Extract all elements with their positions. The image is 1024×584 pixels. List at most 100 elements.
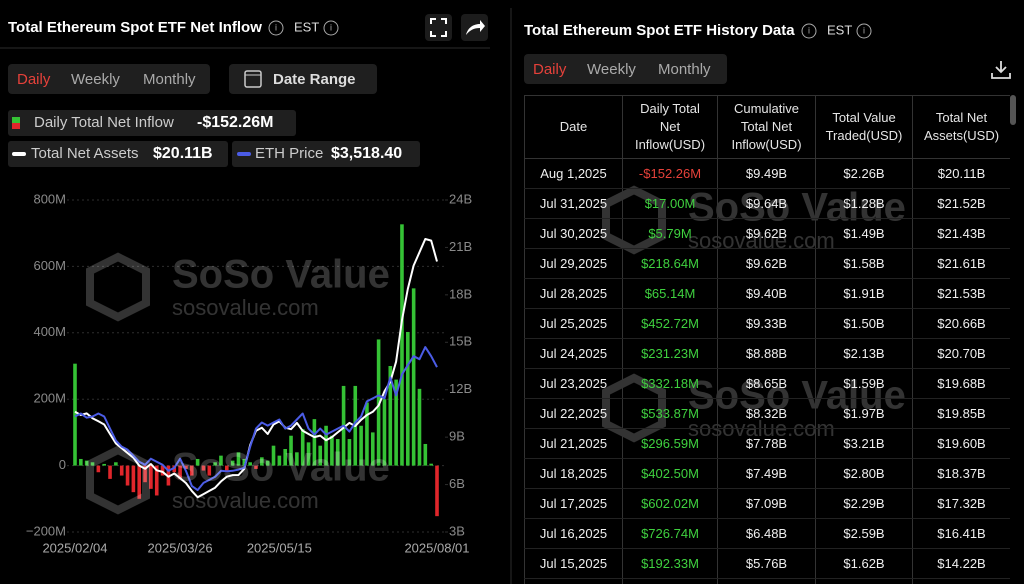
date-cell: Jul 14,2025 bbox=[524, 578, 623, 584]
value-cell: $1.91B bbox=[815, 278, 913, 309]
tab[interactable]: Weekly bbox=[587, 61, 636, 78]
value-cell: $1.50B bbox=[815, 308, 913, 339]
info-icon[interactable] bbox=[268, 20, 284, 36]
watermark-brand: SoSo Value bbox=[172, 446, 390, 490]
info-icon[interactable] bbox=[856, 23, 872, 39]
timezone[interactable]: EST bbox=[294, 19, 319, 34]
panel-title: Total Ethereum Spot ETF Net Inflow bbox=[8, 19, 262, 36]
column-header: Cumulative Total Net Inflow(USD) bbox=[717, 95, 816, 159]
value-cell: $20.70B bbox=[912, 338, 1010, 369]
value-cell: $2.26B bbox=[815, 158, 913, 189]
bar bbox=[265, 460, 270, 466]
tab[interactable]: Monthly bbox=[658, 61, 711, 78]
date-cell: Aug 1,2025 bbox=[524, 158, 623, 189]
watermark-logo bbox=[86, 445, 150, 515]
value-cell: $17.00M bbox=[622, 188, 718, 219]
y2-tick-label: 6B bbox=[449, 476, 465, 491]
value-cell: $192.33M bbox=[622, 548, 718, 579]
value-cell: -$152.26M bbox=[622, 158, 718, 189]
value-cell: $1.97B bbox=[815, 398, 913, 429]
bar bbox=[400, 224, 404, 466]
tab-active[interactable]: Daily bbox=[533, 61, 567, 78]
bar bbox=[394, 379, 398, 466]
y2-tick-label: 18B bbox=[449, 286, 472, 301]
date-cell: Jul 24,2025 bbox=[524, 338, 623, 369]
bar bbox=[330, 435, 334, 466]
date-cell: Jul 17,2025 bbox=[524, 488, 623, 519]
calendar-icon bbox=[244, 70, 262, 88]
value-cell: $5.56B bbox=[717, 578, 816, 584]
download-icon[interactable] bbox=[991, 61, 1011, 79]
date-cell: Jul 28,2025 bbox=[524, 278, 623, 309]
y-tick-label: 800M bbox=[33, 191, 66, 206]
info-icon[interactable] bbox=[801, 23, 817, 39]
panel-title: Total Ethereum Spot ETF History Data bbox=[524, 22, 795, 39]
value-cell: $231.23M bbox=[622, 338, 718, 369]
info-icon[interactable] bbox=[323, 20, 339, 36]
table-row: Jul 24,2025 $231.23M $8.88B $2.13B $20.70B bbox=[524, 338, 1010, 369]
legend-label[interactable]: Daily Total Net Inflow bbox=[34, 114, 174, 131]
bar bbox=[195, 458, 200, 466]
tab[interactable]: Monthly bbox=[143, 71, 196, 88]
bar bbox=[119, 465, 124, 476]
value-cell: $452.72M bbox=[622, 308, 718, 339]
y2-tick-label: 3B bbox=[449, 523, 465, 538]
legend-value: $3,518.40 bbox=[331, 145, 402, 162]
y-tick-label: 0 bbox=[59, 457, 66, 472]
bar bbox=[131, 465, 136, 493]
value-cell: $21.61B bbox=[912, 248, 1010, 279]
bar bbox=[423, 443, 428, 466]
bar bbox=[271, 445, 276, 466]
bar bbox=[79, 458, 83, 466]
bar bbox=[236, 452, 241, 466]
date-cell: Jul 16,2025 bbox=[524, 518, 623, 549]
bar bbox=[295, 452, 299, 466]
value-cell: $19.68B bbox=[912, 368, 1010, 399]
bar bbox=[312, 419, 317, 466]
bar bbox=[137, 465, 142, 499]
tab-active[interactable]: Daily bbox=[17, 71, 51, 88]
table-row: Jul 15,2025 $192.33M $5.76B $1.62B $14.22B bbox=[524, 548, 1010, 579]
bar bbox=[149, 465, 153, 489]
legend-label[interactable]: ETH Price bbox=[255, 145, 323, 162]
legend-label[interactable]: Total Net Assets bbox=[31, 145, 139, 162]
y-tick-label: −200M bbox=[26, 523, 66, 538]
date-cell: Jul 22,2025 bbox=[524, 398, 623, 429]
value-cell: $21.43B bbox=[912, 218, 1010, 249]
date-range-button[interactable] bbox=[229, 64, 377, 94]
bar bbox=[108, 465, 112, 479]
scrollbar[interactable] bbox=[1010, 95, 1016, 125]
value-cell: $9.64B bbox=[717, 188, 816, 219]
date-cell: Jul 21,2025 bbox=[524, 428, 623, 459]
value-cell: $18.37B bbox=[912, 458, 1010, 489]
timezone[interactable]: EST bbox=[827, 22, 852, 37]
value-cell: $296.59M bbox=[622, 428, 718, 459]
value-cell: $19.60B bbox=[912, 428, 1010, 459]
legend-swatch bbox=[12, 117, 20, 123]
y-tick-label: 400M bbox=[33, 324, 66, 339]
legend-swatch bbox=[12, 152, 26, 156]
expand-icon bbox=[430, 18, 447, 37]
share-icon bbox=[466, 20, 485, 35]
info-glyph: i bbox=[275, 22, 277, 32]
date-cell: Jul 31,2025 bbox=[524, 188, 623, 219]
table-row: Jul 29,2025 $218.64M $9.62B $1.58B $21.61B bbox=[524, 248, 1010, 279]
bar bbox=[184, 465, 188, 469]
expand-button[interactable] bbox=[425, 14, 452, 41]
value-cell: $218.64M bbox=[622, 248, 718, 279]
table-row: Jul 23,2025 $332.18M $8.65B $1.59B $19.68B bbox=[524, 368, 1010, 399]
tab[interactable]: Weekly bbox=[71, 71, 120, 88]
table-row: Jul 16,2025 $726.74M $6.48B $2.59B $16.41B bbox=[524, 518, 1010, 549]
value-cell: $8.32B bbox=[717, 398, 816, 429]
history-table: Date Daily Total Net Inflow(USD) Cumulativ… bbox=[524, 95, 1010, 584]
value-cell: $5.79M bbox=[622, 218, 718, 249]
bar bbox=[114, 462, 118, 466]
info-glyph: i bbox=[330, 22, 332, 32]
table-body: Aug 1,2025 -$152.26M $9.49B $2.26B $20.11B Ju… bbox=[524, 158, 1010, 584]
bar bbox=[382, 399, 387, 466]
value-cell: $7.78B bbox=[717, 428, 816, 459]
bar bbox=[318, 445, 323, 466]
legend-box bbox=[8, 141, 228, 167]
bar bbox=[178, 465, 182, 479]
bar bbox=[365, 402, 369, 466]
